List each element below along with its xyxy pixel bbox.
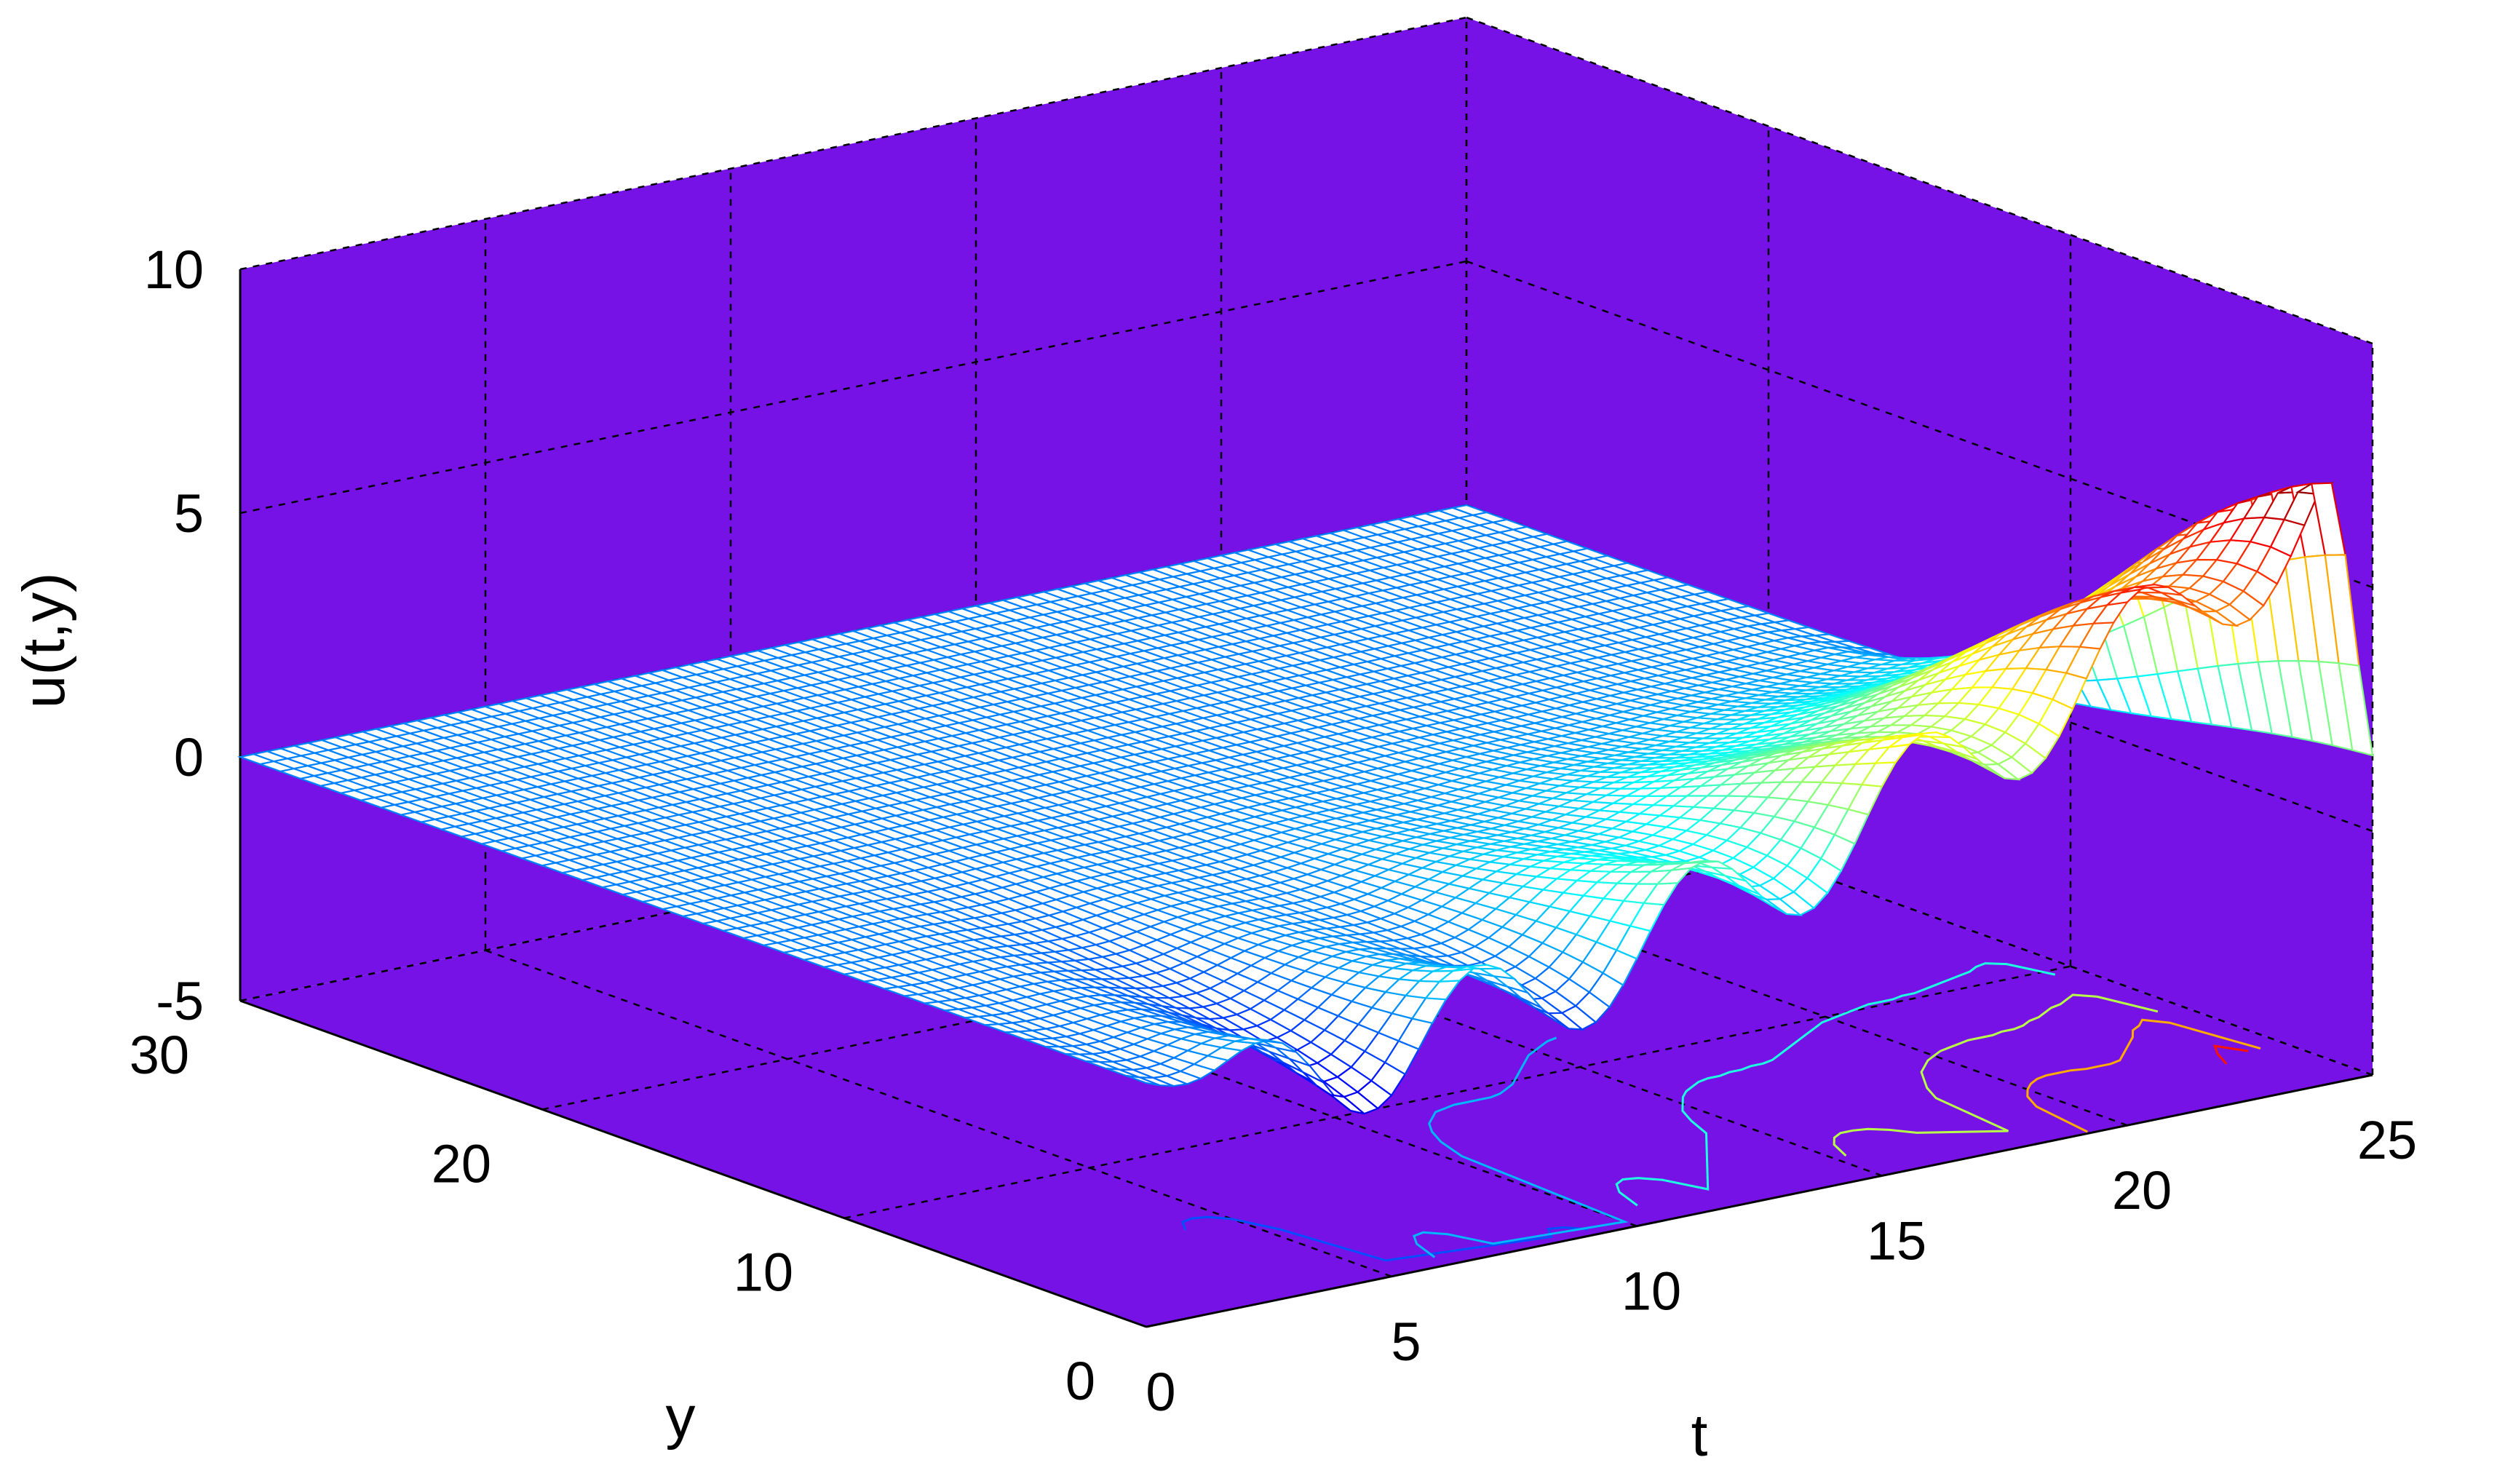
y-axis-label: y xyxy=(666,1384,696,1451)
x-tick-label: 20 xyxy=(2112,1160,2172,1221)
x-axis-line xyxy=(1146,1074,2373,1328)
contour-line xyxy=(2026,1018,2261,1133)
y-axis-line xyxy=(239,999,1147,1328)
contour-line xyxy=(1412,1036,1629,1258)
grid-line-t xyxy=(485,949,1392,1277)
x-tick-label: 15 xyxy=(1867,1210,1926,1271)
x-tick-label: 5 xyxy=(1391,1312,1421,1372)
y-tick-label: 0 xyxy=(1065,1351,1095,1411)
x-axis-label: t xyxy=(1691,1402,1708,1469)
contour-line xyxy=(2212,1044,2249,1065)
surface-mesh xyxy=(237,482,2374,1115)
contour-line xyxy=(1833,993,2159,1157)
y-tick-label: 30 xyxy=(130,1025,189,1085)
z-tick-label: 5 xyxy=(174,483,204,544)
x-tick-label: 0 xyxy=(1146,1362,1175,1422)
grid-line-z xyxy=(1466,16,2373,345)
x-tick-label: 10 xyxy=(1621,1261,1681,1322)
floor-contours xyxy=(1180,962,2261,1262)
z-axis-label: u(t,y) xyxy=(11,573,77,709)
z-tick-label: 10 xyxy=(144,239,204,300)
y-tick-label: 10 xyxy=(734,1242,793,1303)
y-tick-label: 20 xyxy=(432,1133,491,1194)
z-tick-label: -5 xyxy=(156,971,204,1031)
contour-line xyxy=(1180,1215,1588,1262)
z-tick-label: 0 xyxy=(174,727,204,787)
x-tick-label: 25 xyxy=(2357,1110,2417,1170)
contour-line xyxy=(1615,962,2056,1207)
